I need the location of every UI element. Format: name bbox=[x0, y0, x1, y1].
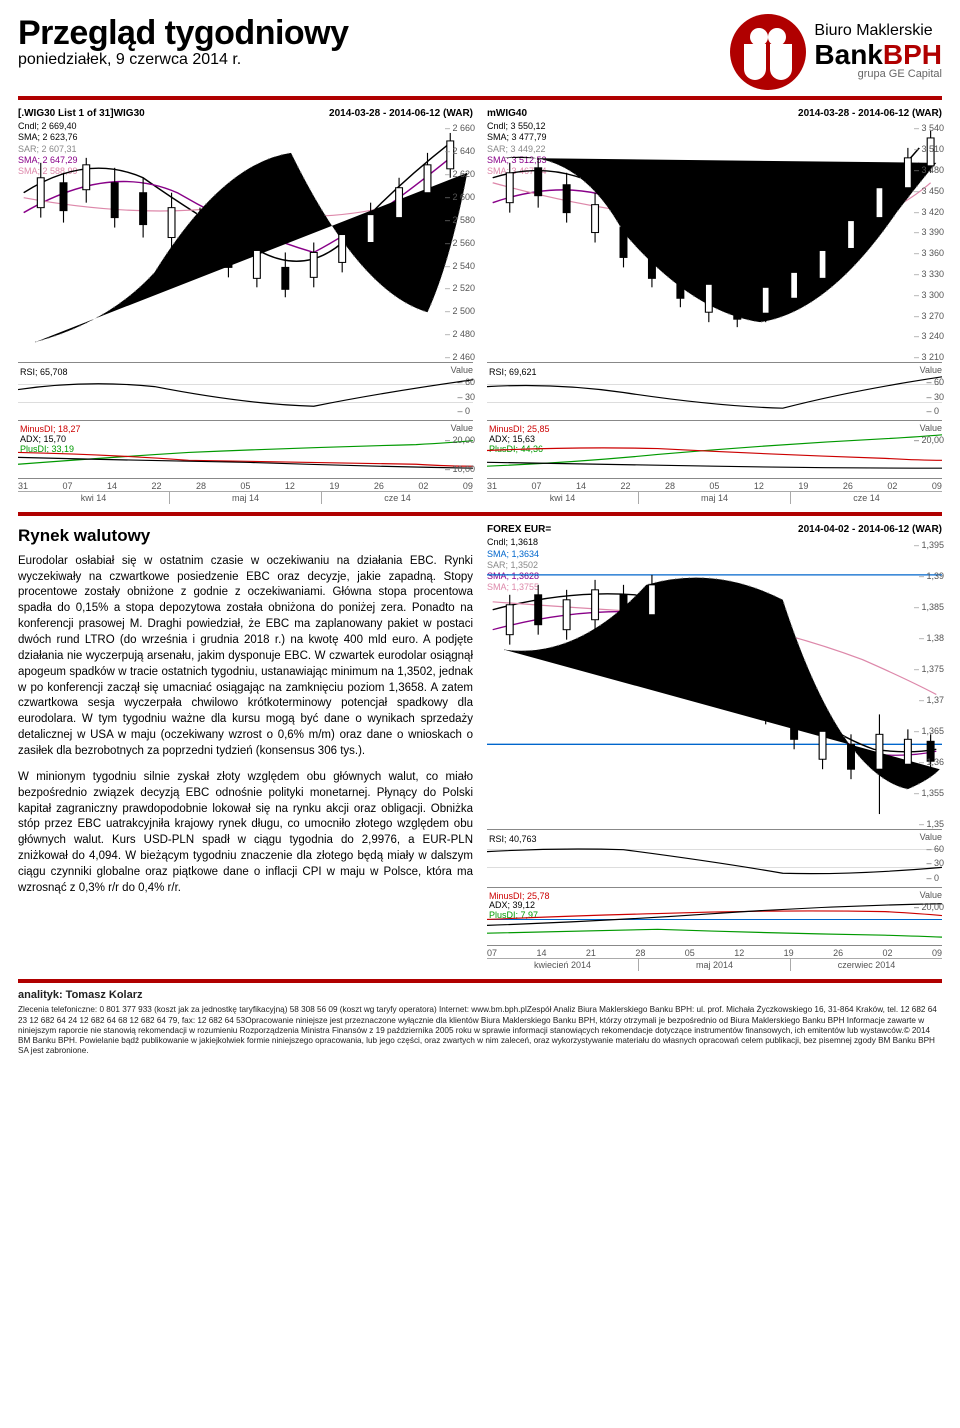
chart1-adx: MinusDI; 18,27ADX; 15,70PlusDI; 33,19 Va… bbox=[18, 423, 473, 479]
chart1-xticks: 3107142228051219260209 bbox=[18, 481, 473, 491]
chart2-xticks: 3107142228051219260209 bbox=[487, 481, 942, 491]
report-header: Przegląd tygodniowy poniedziałek, 9 czer… bbox=[18, 14, 942, 100]
chart3-title: FOREX EUR= bbox=[487, 524, 551, 535]
logo-bph: BPH bbox=[883, 39, 942, 70]
chart-mwig40: mWIG40 2014-03-28 - 2014-06-12 (WAR) Cnd… bbox=[487, 108, 942, 504]
report-date: poniedziałek, 9 czerwca 2014 r. bbox=[18, 51, 349, 69]
chart1-yticks: 2 6602 6402 6202 6002 5802 5602 5402 520… bbox=[445, 123, 475, 362]
chart2-adx: MinusDI; 25,85ADX; 15,63PlusDI; 44,36 Va… bbox=[487, 423, 942, 479]
chart2-price-svg bbox=[487, 123, 942, 362]
chart3-rsi: RSI; 40,763 Value 60300 bbox=[487, 832, 942, 888]
chart-wig30: [.WIG30 List 1 of 31]WIG30 2014-03-28 - … bbox=[18, 108, 473, 504]
footer: analityk: Tomasz Kolarz Zlecenia telefon… bbox=[18, 989, 942, 1057]
market-commentary: Rynek walutowy Eurodolar osłabiał się w … bbox=[18, 524, 473, 970]
report-title: Przegląd tygodniowy bbox=[18, 14, 349, 53]
footer-lines: Zlecenia telefoniczne: 0 801 377 933 (ko… bbox=[18, 1005, 942, 1056]
chart2-range: 2014-03-28 - 2014-06-12 (WAR) bbox=[798, 108, 942, 119]
market-p1: Eurodolar osłabiał się w ostatnim czasie… bbox=[18, 554, 473, 760]
chart1-rsi: RSI; 65,708 Value 60300 bbox=[18, 365, 473, 421]
chart3-xticks: 07142128051219260209 bbox=[487, 948, 942, 958]
chart2-rsi: RSI; 69,621 Value 60300 bbox=[487, 365, 942, 421]
logo-tagline: grupa GE Capital bbox=[814, 69, 942, 81]
chart2-title: mWIG40 bbox=[487, 108, 527, 119]
chart1-price-svg bbox=[18, 123, 473, 362]
chart3-xmonths: kwiecień 2014maj 2014czerwiec 2014 bbox=[487, 958, 942, 971]
bank-logo: Biuro Maklerskie BankBPH grupa GE Capita… bbox=[730, 14, 942, 90]
logo-line1: Biuro Maklerskie bbox=[814, 23, 942, 40]
chart3-price-svg bbox=[487, 540, 942, 829]
chart1-xmonths: kwi 14maj 14cze 14 bbox=[18, 491, 473, 504]
chart2-xmonths: kwi 14maj 14cze 14 bbox=[487, 491, 942, 504]
market-heading: Rynek walutowy bbox=[18, 524, 473, 547]
logo-bank: Bank bbox=[814, 39, 882, 70]
chart3-adx: MinusDI; 25,78ADX; 39,12PlusDI; 7,97 Val… bbox=[487, 890, 942, 946]
chart-forex-eur: FOREX EUR= 2014-04-02 - 2014-06-12 (WAR)… bbox=[487, 524, 942, 970]
chart3-range: 2014-04-02 - 2014-06-12 (WAR) bbox=[798, 524, 942, 535]
chart2-yticks: 3 5403 5103 4803 4503 4203 3903 3603 330… bbox=[914, 123, 944, 362]
analyst-line: analityk: Tomasz Kolarz bbox=[18, 989, 143, 1001]
chart1-title: [.WIG30 List 1 of 31]WIG30 bbox=[18, 108, 145, 119]
chart3-yticks: 1,3951,391,3851,381,3751,371,3651,361,35… bbox=[914, 540, 944, 829]
market-p2: W minionym tygodniu silnie zyskał złoty … bbox=[18, 770, 473, 897]
chart1-range: 2014-03-28 - 2014-06-12 (WAR) bbox=[329, 108, 473, 119]
